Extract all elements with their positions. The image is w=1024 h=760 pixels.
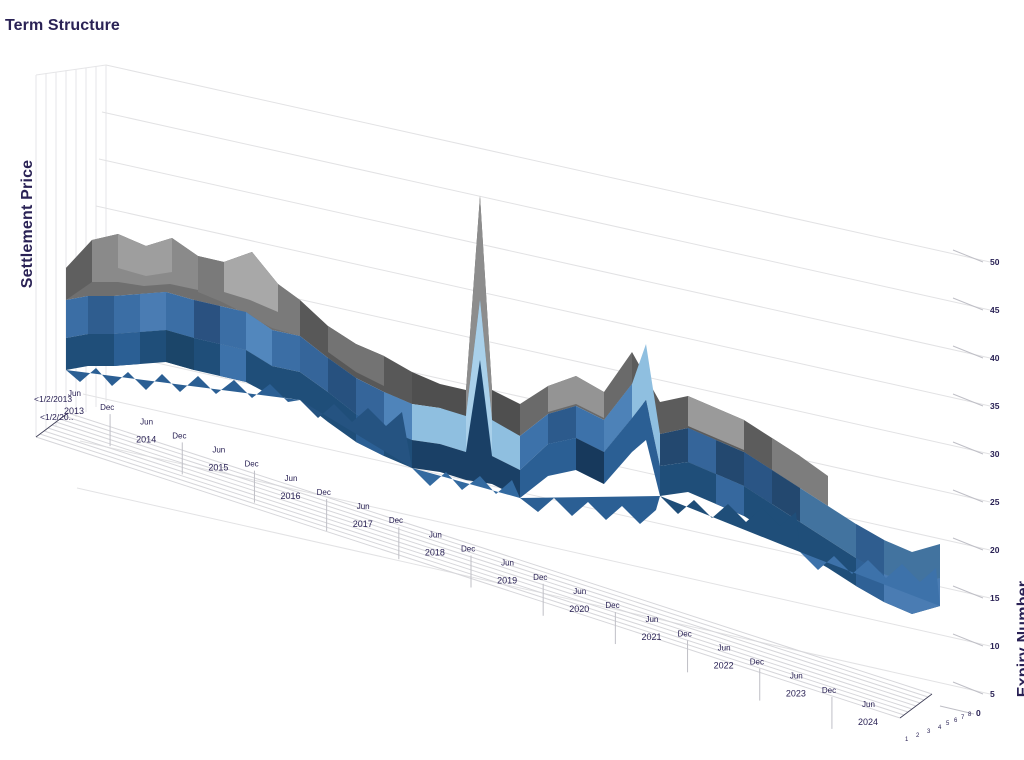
expiry-minor-5: 5 (946, 721, 950, 727)
date-tick-month: Jun (718, 643, 731, 652)
expiry-tick-35: 35 (990, 401, 1000, 411)
date-tick-month: Dec (461, 545, 475, 554)
date-tick-year: 2020 (569, 604, 589, 614)
date-tick-month: Jun (790, 672, 803, 681)
value-gridlines (76, 64, 991, 695)
date-tick-year: 2024 (858, 717, 878, 727)
expiry-minor-8: 8 (968, 712, 972, 718)
date-tick-month: Jun (212, 446, 225, 455)
date-tick-month: Dec (317, 488, 331, 497)
date-tick-month: Jun (68, 389, 81, 398)
date-axis-start: <1/2/2013 <1/2/20.. (34, 394, 73, 422)
expiry-minor-ticks: 1 2 3 4 5 6 7 8 (905, 712, 972, 743)
date-start-label-2: <1/2/20.. (40, 412, 73, 422)
surface-band-blue-mid (66, 292, 940, 586)
expiry-tick-30: 30 (990, 449, 1000, 459)
date-tick-month: Dec (605, 601, 619, 610)
expiry-axis-ticks: 50 45 40 35 30 25 20 15 10 5 0 (939, 249, 1000, 718)
date-tick-month: Dec (172, 431, 186, 440)
expiry-tick-50: 50 (990, 257, 1000, 267)
date-tick-month: Dec (533, 573, 547, 582)
expiry-tick-25: 25 (990, 497, 1000, 507)
date-tick-year: 2014 (136, 434, 156, 444)
date-tick-year: 2019 (497, 576, 517, 586)
page-title: Term Structure (5, 17, 120, 34)
date-tick-year: 2018 (425, 547, 445, 557)
date-tick-month: Jun (140, 417, 153, 426)
surface-band-gray-far (66, 196, 828, 506)
expiry-tick-5: 5 (990, 689, 995, 699)
date-tick-month: Dec (389, 516, 403, 525)
surface-mesh (66, 196, 940, 614)
date-tick-year: 2016 (281, 491, 301, 501)
date-tick-month: Jun (429, 530, 442, 539)
expiry-minor-6: 6 (954, 718, 958, 724)
date-tick-year: 2015 (208, 463, 228, 473)
date-start-label-1: <1/2/2013 (34, 394, 72, 404)
date-tick-year: 2023 (786, 689, 806, 699)
date-tick-year: 2013 (64, 406, 84, 416)
surface-front-edge (66, 368, 940, 606)
date-tick-month: Jun (862, 700, 875, 709)
date-tick-year: 2021 (641, 632, 661, 642)
expiry-minor-3: 3 (927, 729, 931, 735)
expiry-tick-40: 40 (990, 353, 1000, 363)
date-tick-month: Jun (501, 559, 514, 568)
floor-grid (35, 412, 933, 719)
date-axis-ticks: Jun 2013 Dec Jun 2014 Dec Jun 2015 Dec Jun 2016 Dec… (64, 389, 878, 729)
date-tick-year: 2017 (353, 519, 373, 529)
date-tick-month: Dec (678, 629, 692, 638)
expiry-tick-45: 45 (990, 305, 1000, 315)
date-tick-month: Dec (100, 403, 114, 412)
expiry-tick-10: 10 (990, 641, 1000, 651)
expiry-minor-7: 7 (961, 715, 965, 721)
date-tick-month: Dec (750, 658, 764, 667)
expiry-tick-15: 15 (990, 593, 1000, 603)
expiry-tick-20: 20 (990, 545, 1000, 555)
expiry-minor-2: 2 (916, 733, 920, 739)
date-tick-month: Jun (285, 474, 298, 483)
date-tick-month: Dec (822, 686, 836, 695)
date-tick-month: Dec (244, 460, 258, 469)
date-tick-month: Jun (573, 587, 586, 596)
expiry-minor-1: 1 (905, 737, 909, 743)
date-tick-month: Jun (357, 502, 370, 511)
date-tick-year: 2022 (714, 660, 734, 670)
expiry-tick-0: 0 (976, 708, 981, 718)
date-tick-month: Jun (645, 615, 658, 624)
expiry-minor-4: 4 (938, 725, 942, 731)
